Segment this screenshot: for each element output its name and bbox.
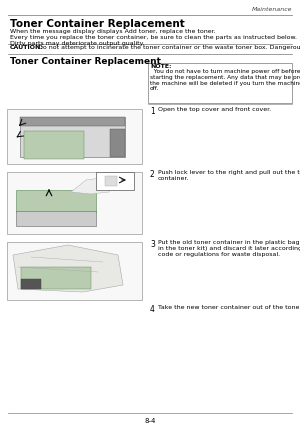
Bar <box>7 109 142 164</box>
Text: When the message display displays Add toner, replace the toner.: When the message display displays Add to… <box>10 29 216 34</box>
Bar <box>148 63 292 103</box>
Bar <box>110 129 125 157</box>
Bar <box>7 242 142 300</box>
Text: Toner Container Replacement: Toner Container Replacement <box>10 57 161 66</box>
Bar <box>16 190 96 212</box>
Text: Toner Container Replacement: Toner Container Replacement <box>10 19 185 29</box>
Bar <box>24 131 84 159</box>
Bar <box>21 279 41 289</box>
Bar <box>21 267 91 289</box>
Text: 8-4: 8-4 <box>144 418 156 424</box>
Bar <box>20 117 125 157</box>
Text: NOTE:: NOTE: <box>150 64 172 69</box>
Bar <box>16 211 96 226</box>
Text: Do not attempt to incinerate the toner container or the waste toner box. Dangero: Do not attempt to incinerate the toner c… <box>36 45 300 50</box>
Bar <box>20 117 125 126</box>
Text: Push lock lever to the right and pull out the toner
container.: Push lock lever to the right and pull ou… <box>158 170 300 181</box>
Polygon shape <box>71 178 111 194</box>
Bar <box>7 172 142 234</box>
Text: 3: 3 <box>150 240 155 249</box>
Text: You do not have to turn machine power off before
starting the replacement. Any d: You do not have to turn machine power of… <box>150 69 300 91</box>
Text: CAUTION:: CAUTION: <box>10 45 44 50</box>
Text: Take the new toner container out of the toner kit.: Take the new toner container out of the … <box>158 305 300 310</box>
Text: Put the old toner container in the plastic bag (contained
in the toner kit) and : Put the old toner container in the plast… <box>158 240 300 257</box>
Text: Every time you replace the toner container, be sure to clean the parts as instru: Every time you replace the toner contain… <box>10 35 297 46</box>
Text: 1: 1 <box>150 107 155 116</box>
Text: 4: 4 <box>150 305 155 314</box>
Polygon shape <box>13 245 123 292</box>
Text: 2: 2 <box>150 170 155 179</box>
Bar <box>105 176 117 186</box>
Text: Open the top cover and front cover.: Open the top cover and front cover. <box>158 107 271 112</box>
Bar <box>96 172 134 190</box>
Text: Maintenance: Maintenance <box>251 7 292 12</box>
